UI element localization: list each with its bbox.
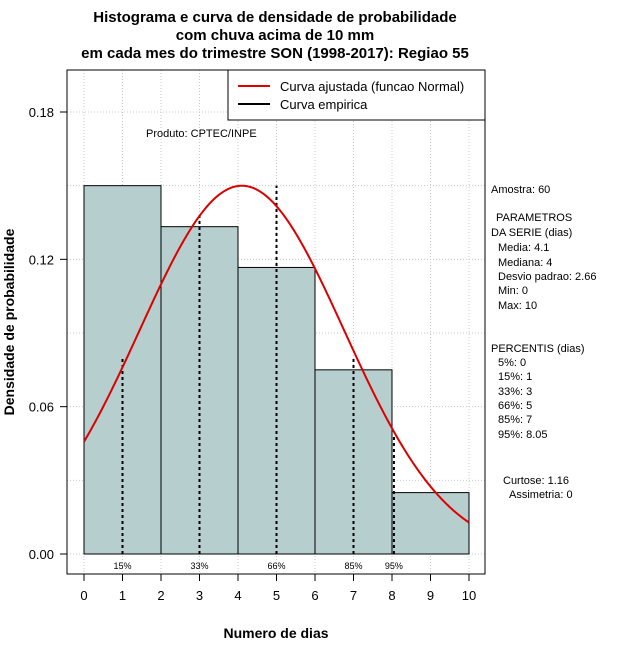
percentile-85: 85%: 7 bbox=[498, 414, 532, 426]
skewness: Assimetria: 0 bbox=[509, 489, 573, 501]
percentile-33: 33%: 3 bbox=[498, 386, 532, 398]
legend: Curva ajustada (funcao Normal) Curva emp… bbox=[227, 69, 486, 121]
chart-title-line-2: com chuva acima de 10 mm bbox=[176, 27, 374, 44]
params-header-2: DA SERIE (dias) bbox=[491, 227, 572, 239]
x-tick-label-9: 9 bbox=[427, 588, 434, 603]
percentile-5: 5%: 0 bbox=[498, 357, 526, 369]
x-tick-label-1: 1 bbox=[119, 588, 126, 603]
normal-density-curve bbox=[83, 184, 470, 524]
legend-normal-label: Curva ajustada (funcao Normal) bbox=[280, 79, 464, 94]
params-header-1: PARAMETROS bbox=[496, 212, 572, 224]
y-axis-title: Densidade de probabilidade bbox=[1, 228, 17, 415]
percentiles-header: PERCENTIS (dias) bbox=[491, 343, 585, 355]
chart-title-line-1: Histograma e curva de densidade de proba… bbox=[93, 9, 456, 26]
x-axis-title: Numero de dias bbox=[223, 625, 328, 641]
percentile-label-0: 15% bbox=[113, 561, 131, 571]
x-tick-label-2: 2 bbox=[157, 588, 164, 603]
param-sd: Desvio padrao: 2.66 bbox=[498, 271, 596, 283]
sample-size: Amostra: 60 bbox=[491, 184, 550, 196]
percentile-95: 95%: 8.05 bbox=[498, 429, 548, 441]
x-tick-label-5: 5 bbox=[273, 588, 280, 603]
x-tick-label-7: 7 bbox=[350, 588, 357, 603]
histogram-bar-4 bbox=[391, 492, 470, 555]
y-tick-label-1: 0.06 bbox=[29, 400, 54, 415]
percentile-15: 15%: 1 bbox=[498, 371, 532, 383]
param-median: Mediana: 4 bbox=[498, 257, 552, 269]
param-max: Max: 10 bbox=[498, 300, 537, 312]
density-curves bbox=[83, 184, 470, 524]
axes: 0 1 2 3 4 5 6 7 8 9 10 0.00 0.06 0.12 0.18 bbox=[29, 105, 477, 603]
param-mean: Media: 4.1 bbox=[498, 242, 549, 254]
x-tick-label-3: 3 bbox=[196, 588, 203, 603]
x-tick-label-0: 0 bbox=[80, 588, 87, 603]
x-tick-label-4: 4 bbox=[234, 588, 241, 603]
y-tick-label-0: 0.00 bbox=[29, 547, 54, 562]
statistics-panel: Amostra: 60 PARAMETROS DA SERIE (dias) M… bbox=[491, 184, 596, 501]
y-tick-label-3: 0.18 bbox=[29, 105, 54, 120]
x-tick-label-8: 8 bbox=[388, 588, 395, 603]
y-tick-label-2: 0.12 bbox=[29, 252, 54, 267]
x-tick-label-6: 6 bbox=[311, 588, 318, 603]
percentile-label-1: 33% bbox=[190, 561, 208, 571]
credit-text: Produto: CPTEC/INPE bbox=[146, 128, 257, 140]
percentile-lines: 15% 33% 66% 85% 95% bbox=[113, 185, 403, 571]
percentile-label-3: 85% bbox=[344, 561, 362, 571]
kurtosis: Curtose: 1.16 bbox=[503, 475, 569, 487]
legend-empirical-label: Curva empirica bbox=[280, 97, 368, 112]
percentile-label-2: 66% bbox=[267, 561, 285, 571]
x-tick-label-10: 10 bbox=[462, 588, 476, 603]
percentile-66: 66%: 5 bbox=[498, 400, 532, 412]
percentile-label-4: 95% bbox=[385, 561, 403, 571]
param-min: Min: 0 bbox=[498, 285, 528, 297]
histogram-bar-2 bbox=[237, 266, 316, 555]
chart-title-line-3: em cada mes do trimestre SON (1998-2017)… bbox=[81, 45, 469, 62]
legend-box bbox=[227, 69, 486, 121]
